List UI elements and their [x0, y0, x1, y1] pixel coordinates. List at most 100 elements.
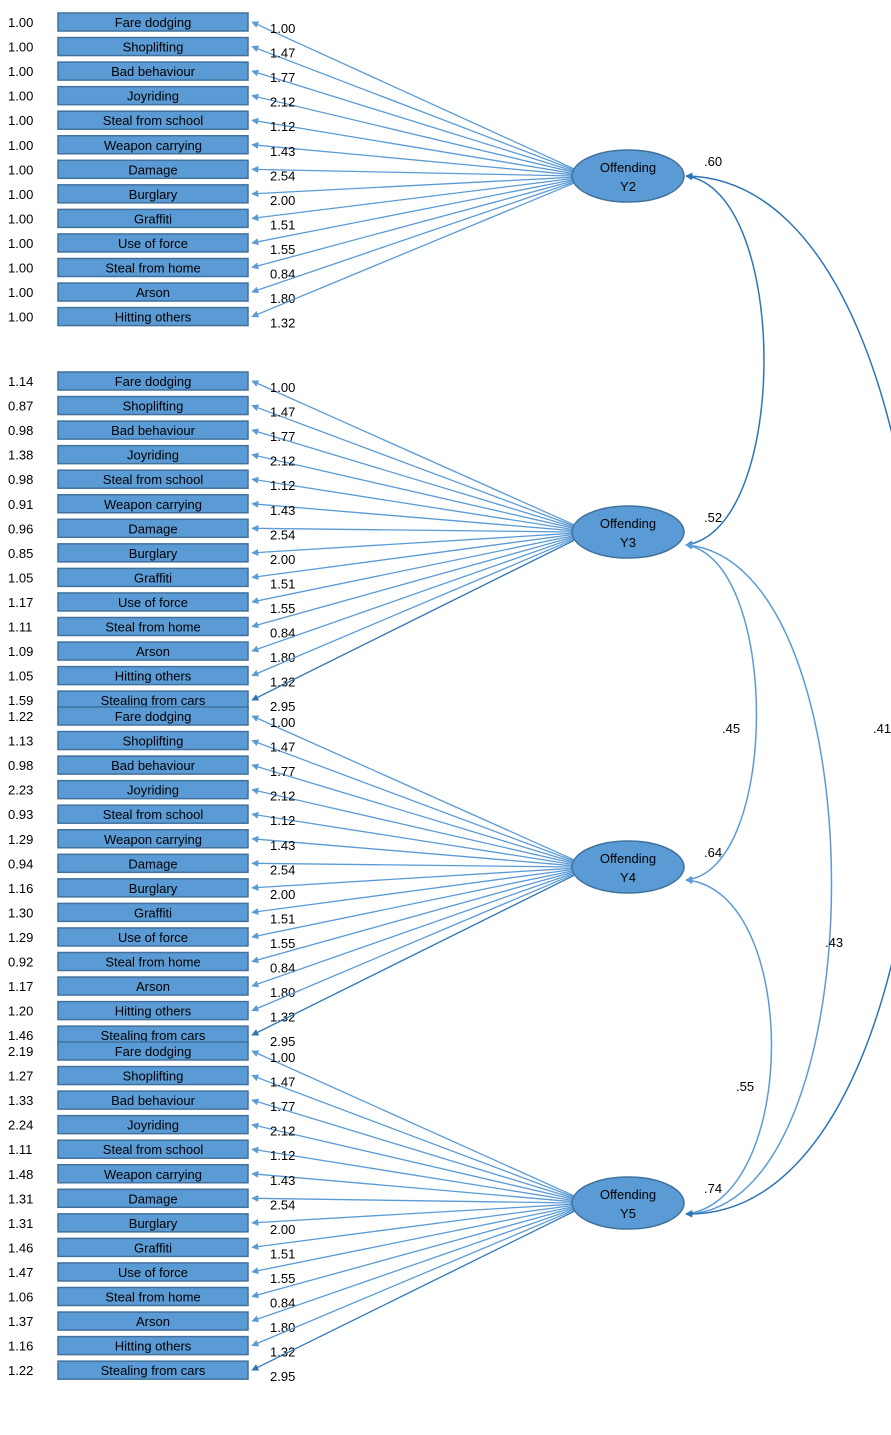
indicator-label: Arson — [136, 285, 170, 300]
residual-value: 1.00 — [8, 64, 33, 79]
indicator-label: Arson — [136, 1314, 170, 1329]
residual-value: 1.48 — [8, 1167, 33, 1182]
indicator-box — [57, 543, 249, 563]
indicator-box — [57, 12, 249, 32]
loading-value: 2.95 — [270, 1369, 295, 1384]
latent-factors: Offending Y2 .60 Offending Y3 .52 Offending Y4.… — [571, 149, 722, 1230]
indicator-label: Shoplifting — [123, 40, 184, 55]
loading-value: 2.95 — [270, 1034, 295, 1049]
factor-wave: Y3 — [620, 535, 636, 550]
residual-value: 1.05 — [8, 570, 33, 585]
loading-value: 1.43 — [270, 144, 295, 159]
residual-value: 1.00 — [8, 236, 33, 251]
indicator-box — [57, 1041, 249, 1061]
loading-arrow — [251, 1203, 575, 1226]
loading-value: 1.55 — [270, 936, 295, 951]
residual-value: 1.20 — [8, 1004, 33, 1019]
loading-arrow — [251, 532, 575, 556]
residual-value: 1.00 — [8, 40, 33, 55]
residual-value: 0.91 — [8, 497, 33, 512]
loading-arrow — [251, 1170, 575, 1203]
loading-value: 2.12 — [270, 789, 295, 804]
loading-arrow — [251, 1050, 575, 1197]
loading-arrow — [251, 1146, 575, 1202]
residual-value: 0.98 — [8, 758, 33, 773]
indicator-label: Fare dodging — [115, 1044, 192, 1059]
indicator-label: Bad behaviour — [111, 64, 196, 79]
loading-value: 1.12 — [270, 813, 295, 828]
loading-value: 1.55 — [270, 1271, 295, 1286]
indicator-box — [57, 853, 249, 874]
loading-value: 2.00 — [270, 887, 295, 902]
indicator-label: Graffiti — [134, 905, 172, 920]
loading-value: 1.80 — [270, 291, 295, 306]
correlation-value: .43 — [825, 935, 843, 950]
indicator-box — [57, 159, 249, 180]
indicator-label: Burglary — [129, 187, 178, 202]
indicator-label: Steal from home — [105, 261, 200, 276]
indicator-label: Weapon carrying — [104, 497, 202, 512]
indicator-box — [57, 420, 249, 440]
loading-value: 1.12 — [270, 119, 295, 134]
indicator-label: Stealing from cars — [101, 1028, 206, 1043]
loading-arrow — [251, 428, 575, 528]
loading-arrow — [251, 868, 575, 916]
indicator-label: Burglary — [129, 1216, 178, 1231]
residual-value: 1.14 — [8, 374, 33, 389]
indicator-box — [57, 878, 249, 898]
loading-arrow — [251, 141, 575, 176]
residual-value: 1.00 — [8, 138, 33, 153]
indicator-box — [57, 85, 249, 106]
residual-value: 1.27 — [8, 1069, 33, 1084]
indicator-label: Weapon carrying — [104, 1167, 202, 1182]
residual-value: 1.22 — [8, 709, 33, 724]
factor-ellipse — [571, 505, 685, 559]
indicator-box — [57, 1139, 249, 1159]
loading-value: 0.84 — [270, 961, 295, 976]
loading-arrow — [251, 452, 575, 530]
indicator-box — [57, 257, 249, 278]
indicator-label: Joyriding — [127, 89, 179, 104]
indicator-label: Shoplifting — [123, 1069, 184, 1084]
indicator-box — [57, 469, 249, 489]
loading-value: 2.00 — [270, 193, 295, 208]
loading-value: 2.12 — [270, 454, 295, 469]
indicator-box — [57, 1090, 249, 1110]
residual-value: 1.11 — [8, 620, 32, 635]
loading-arrow — [251, 739, 575, 862]
loading-paths: 1.00 1.47 1.77 2.12 1.12 1.43 2.54 2.00 1.51 1.55… — [251, 21, 575, 1384]
indicator-label: Arson — [136, 979, 170, 994]
loading-arrow — [251, 787, 575, 865]
correlation-arrow — [685, 172, 891, 1218]
indicator-label: Graffiti — [134, 1240, 172, 1255]
correlation-arrow — [685, 542, 758, 883]
loading-value: 2.00 — [270, 552, 295, 567]
indicator-box — [57, 1360, 249, 1380]
residual-value: 1.33 — [8, 1093, 33, 1108]
indicator-label: Burglary — [129, 881, 178, 896]
indicator-box — [57, 927, 249, 947]
residual-value: 1.31 — [8, 1216, 33, 1231]
loading-arrow — [251, 1204, 575, 1251]
indicator-label: Joyriding — [127, 783, 179, 798]
residual-value: 1.38 — [8, 448, 33, 463]
loading-value: 2.54 — [270, 1197, 295, 1212]
loading-arrow — [251, 859, 575, 868]
indicator-label: Stealing from cars — [101, 1363, 206, 1378]
indicator-boxes: Fare dodging 1.00 Shoplifting 1.00 Bad behav… — [8, 12, 249, 1380]
residual-value: 1.13 — [8, 734, 33, 749]
residual-value: 1.00 — [8, 261, 33, 276]
indicator-box — [57, 755, 249, 775]
indicator-box — [57, 518, 249, 539]
loading-arrow — [251, 93, 575, 174]
indicator-label: Damage — [128, 521, 177, 536]
residual-value: 1.00 — [8, 113, 33, 128]
loading-arrow — [251, 537, 575, 653]
factor-name: Offending — [600, 851, 656, 866]
residual-value: 2.24 — [8, 1118, 33, 1133]
indicator-box — [57, 306, 249, 327]
residual-value: 1.29 — [8, 930, 33, 945]
indicator-box — [57, 730, 249, 751]
indicator-box — [57, 1286, 249, 1307]
loading-value: 0.84 — [270, 626, 295, 641]
